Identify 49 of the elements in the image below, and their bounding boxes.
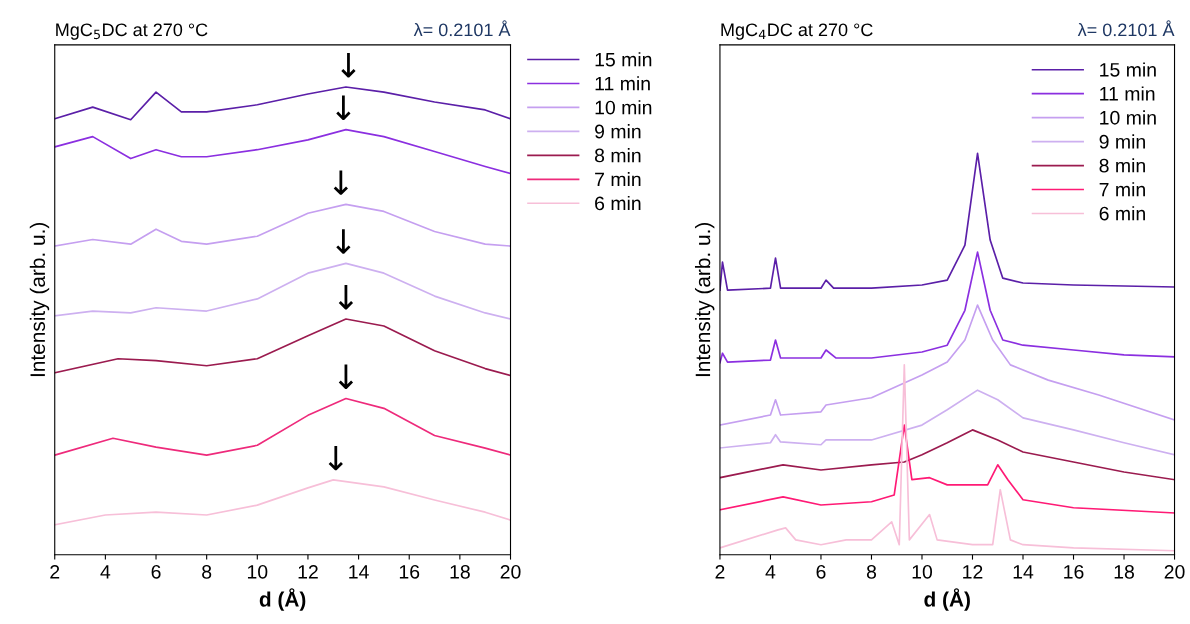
x-tick-label: 14 bbox=[349, 565, 369, 579]
x-tick-label: 12 bbox=[963, 564, 983, 579]
x-tick-label: 18 bbox=[450, 564, 470, 579]
legend-label: 11 min bbox=[1100, 86, 1155, 101]
legend-label: 7 min bbox=[1099, 182, 1145, 197]
legend-label: 11 min bbox=[595, 76, 650, 91]
x-tick-label: 6 bbox=[151, 564, 161, 579]
legend-label: 15 min bbox=[1100, 62, 1156, 77]
annotation: ↓ bbox=[336, 229, 351, 254]
y-axis-title: Intensity (arb. u.) bbox=[694, 222, 715, 377]
x-tick-label: 2 bbox=[715, 564, 725, 579]
legend-label: 10 min bbox=[1100, 110, 1156, 125]
x-tick-label: 12 bbox=[298, 564, 318, 579]
x-tick-label: 2 bbox=[50, 564, 60, 579]
x-tick-label: 18 bbox=[1114, 564, 1134, 579]
x-tick-label: 6 bbox=[816, 564, 826, 579]
x-tick-label: 10 bbox=[247, 564, 268, 579]
annotation: ↓ bbox=[333, 170, 348, 195]
x-tick-label: 20 bbox=[500, 564, 521, 579]
x-tick-label: 16 bbox=[1064, 564, 1084, 579]
legend-label: 15 min bbox=[595, 52, 652, 67]
legend-label: 9 min bbox=[1099, 134, 1145, 149]
chart-title: MgC$_{4}$DC at 270 °C bbox=[721, 23, 873, 40]
chart-title: MgC$_{5}$DC at 270 °C bbox=[56, 23, 208, 40]
x-tick-label: 8 bbox=[202, 564, 212, 579]
chart-subtitle: λ= 0.2101 Å bbox=[1077, 20, 1175, 37]
x-tick-label: 20 bbox=[1164, 564, 1185, 579]
annotation: ↓ bbox=[338, 364, 354, 389]
x-tick-label: 4 bbox=[765, 565, 776, 579]
legend-label: 8 min bbox=[594, 148, 641, 163]
legend-label: 10 min bbox=[595, 100, 652, 115]
annotation: ↓ bbox=[336, 95, 351, 120]
legend-label: 8 min bbox=[1099, 158, 1145, 173]
x-tick-label: 4 bbox=[100, 565, 111, 579]
x-axis-title: d (Å) bbox=[924, 588, 970, 611]
annotation: ↓ bbox=[328, 445, 343, 471]
legend-label: 6 min bbox=[595, 195, 641, 211]
x-tick-label: 14 bbox=[1013, 565, 1034, 579]
chart-subtitle: λ= 0.2101 Å bbox=[413, 20, 511, 37]
legend-label: 6 min bbox=[1099, 206, 1145, 221]
y-axis-title: Intensity (arb. u.) bbox=[29, 222, 50, 377]
x-axis-title: d (Å) bbox=[259, 588, 306, 611]
x-tick-label: 10 bbox=[912, 564, 933, 579]
annotation: ↓ bbox=[338, 285, 354, 310]
legend-label: 9 min bbox=[595, 124, 641, 139]
annotation: ↓ bbox=[341, 53, 356, 78]
x-tick-label: 16 bbox=[399, 564, 420, 579]
x-tick-label: 8 bbox=[866, 564, 877, 579]
legend-label: 7 min bbox=[595, 172, 641, 187]
